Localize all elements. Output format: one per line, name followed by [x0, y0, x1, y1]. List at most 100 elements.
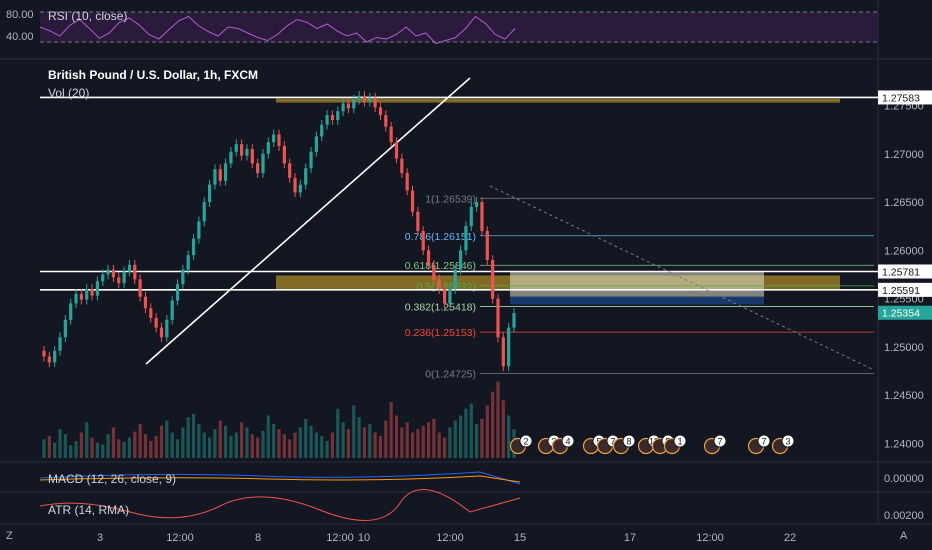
event-badges[interactable]: 2345781851773 [509, 434, 795, 455]
rsi-tick-label: 40.00 [6, 31, 34, 43]
price-tag-label: 1.25591 [882, 285, 920, 297]
atr-label[interactable]: ATR (14, RMA) [48, 503, 130, 517]
candle-body [79, 293, 83, 300]
price-tag-bg [878, 282, 932, 297]
volume-bar [475, 424, 479, 458]
candle-body [197, 221, 201, 239]
candle-body [69, 303, 73, 320]
candle-body [282, 146, 286, 164]
volume-bar [341, 422, 345, 458]
rsi-label[interactable]: RSI (10, close) [48, 9, 128, 23]
rsi-pane [39, 0, 878, 56]
volume-label[interactable]: Vol (20) [48, 86, 90, 100]
volume-bar [234, 432, 238, 458]
volume-bar [58, 429, 62, 458]
candle-body [304, 168, 308, 185]
event-count-label: 2 [523, 437, 528, 447]
volume-bar [133, 431, 137, 458]
candle-body [202, 202, 206, 222]
candle-body [314, 136, 318, 152]
candle-body [293, 177, 297, 193]
macd-line [39, 471, 521, 485]
candle-body [117, 277, 121, 284]
candle-body [336, 111, 340, 120]
volume-bar [223, 425, 228, 458]
x-tick-label: 12:00 [166, 532, 194, 544]
volume-bar [117, 439, 121, 458]
candle-body [154, 317, 158, 328]
candle-body [368, 97, 372, 102]
x-tick-label: 17 [624, 532, 636, 544]
volume-bar [95, 442, 100, 458]
event-count-badge[interactable] [713, 434, 727, 448]
x-axis-ticks: 3 12:00 8 12:00 10 12:00 15 17 12:00 22 [97, 532, 796, 544]
event-count-badge[interactable] [673, 434, 687, 448]
event-count-badge[interactable] [757, 434, 771, 448]
event-count-badge[interactable] [519, 434, 533, 448]
volume-bar [400, 427, 404, 458]
volume-bar [288, 439, 292, 458]
macd-label[interactable]: MACD (12, 26, close, 9) [48, 472, 177, 486]
candle-body [421, 231, 425, 251]
atr-tick-label: 0.00200 [884, 510, 924, 522]
volume-bar [298, 427, 302, 458]
volume-bar [106, 434, 110, 458]
candle-body [127, 264, 132, 272]
volume-bar [127, 437, 132, 458]
candle-body [218, 169, 222, 181]
price-zone[interactable] [510, 271, 764, 297]
volume-bar [309, 425, 313, 458]
candle-body [133, 264, 137, 280]
candle-body [288, 163, 292, 178]
macd-tick-label: 0.00000 [884, 473, 924, 485]
price-zone[interactable] [276, 98, 840, 103]
candle-body [266, 142, 270, 154]
fib-level-label: 0(1.24725) [425, 368, 476, 380]
candle-body [400, 158, 404, 174]
volume-bar [480, 418, 484, 458]
volume-bar [437, 432, 441, 458]
candle-body [256, 163, 260, 174]
candle-body [277, 134, 281, 147]
event-count-badge[interactable] [781, 434, 795, 448]
rsi-line [39, 15, 516, 45]
price-tag-label: 1.25781 [882, 266, 920, 278]
candle-body [405, 173, 409, 191]
volume-bar [261, 430, 265, 458]
candle-body [309, 151, 313, 169]
candle-body [122, 271, 126, 284]
volume-bar [175, 439, 180, 458]
corner-label-left[interactable]: Z [6, 530, 13, 542]
event-count-badge[interactable] [622, 434, 636, 448]
event-count-badge[interactable] [561, 434, 575, 448]
candle-body [458, 250, 463, 270]
candle-body [186, 255, 190, 270]
volume-bar [90, 437, 94, 458]
candle-body [298, 184, 302, 193]
corner-label-right[interactable]: A [900, 530, 908, 542]
event-count-label: 7 [610, 437, 615, 447]
price-zone[interactable] [510, 296, 764, 305]
volume-bar [442, 437, 447, 458]
trend-line[interactable] [145, 77, 471, 365]
candle-body [47, 356, 51, 363]
candle-body [234, 144, 238, 152]
candle-body [165, 319, 169, 338]
candle-body [416, 211, 420, 232]
candle-body [250, 148, 254, 164]
event-count-label: 7 [717, 437, 722, 447]
candle-body [507, 327, 511, 367]
candle-body [352, 99, 356, 109]
atr-pane [39, 489, 521, 521]
rsi-tick-label: 80.00 [6, 9, 34, 21]
volume-bar [111, 427, 116, 458]
candle-body [240, 144, 244, 156]
candle-body [485, 231, 489, 260]
candle-body [464, 226, 468, 251]
chart-title: British Pound / U.S. Dollar, 1h, FXCM [48, 68, 259, 82]
atr-line [39, 489, 521, 521]
volume-bar [245, 427, 249, 458]
event-count-label: 7 [761, 437, 766, 447]
volume-bar [464, 408, 468, 458]
